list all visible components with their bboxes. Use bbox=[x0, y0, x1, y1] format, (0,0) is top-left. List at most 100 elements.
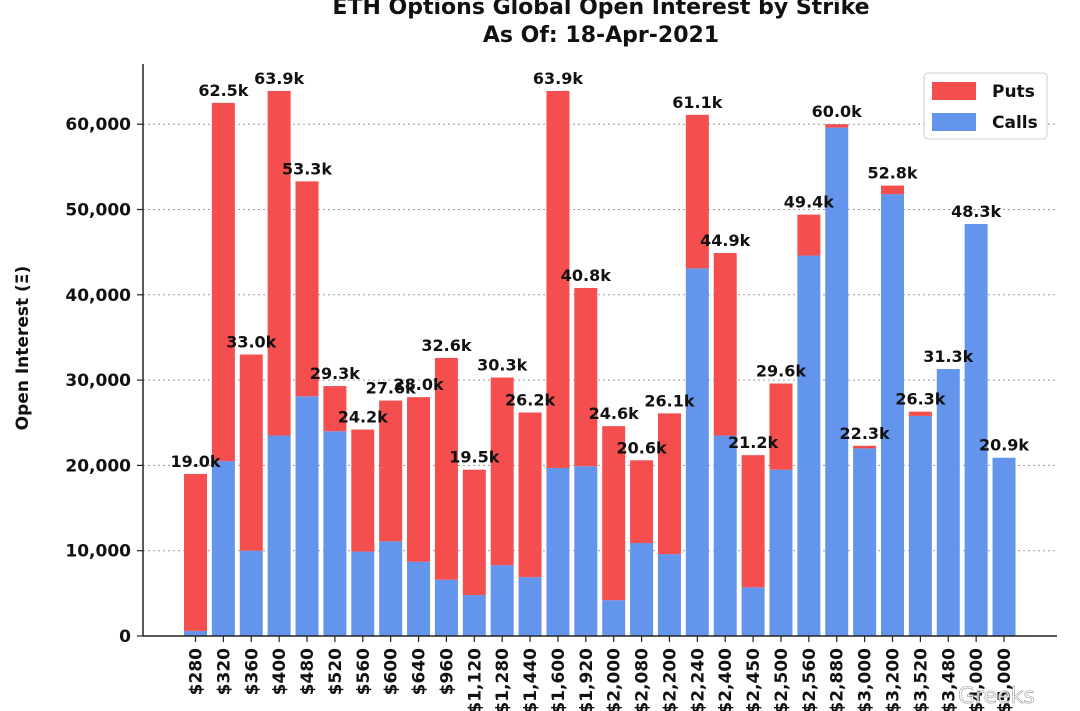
bar-puts bbox=[379, 400, 403, 542]
data-label: 60.0k bbox=[812, 102, 862, 121]
x-tick-label: $480 bbox=[298, 648, 318, 695]
bar-calls bbox=[769, 469, 793, 636]
x-tick-label: $640 bbox=[410, 648, 430, 695]
x-tick-label: $2,240 bbox=[688, 648, 708, 711]
bar-calls bbox=[602, 600, 626, 636]
x-tick-label: $520 bbox=[326, 648, 346, 695]
y-tick-label: 0 bbox=[119, 627, 131, 647]
chart-title: ETH Options Global Open Interest by Stri… bbox=[332, 0, 869, 20]
bar-calls bbox=[908, 415, 932, 636]
bar-puts bbox=[518, 412, 542, 578]
x-tick-label: $4,000 bbox=[967, 648, 987, 711]
data-label: 24.2k bbox=[338, 408, 388, 427]
watermark-text: Greeks bbox=[958, 684, 1035, 709]
bar-puts bbox=[769, 383, 793, 470]
data-label: 29.6k bbox=[756, 362, 806, 381]
data-label: 44.9k bbox=[700, 231, 750, 250]
data-label: 21.2k bbox=[728, 433, 778, 452]
bar-calls bbox=[881, 194, 904, 636]
bar-puts bbox=[574, 287, 598, 467]
x-tick-label: $360 bbox=[242, 648, 262, 695]
bar-puts bbox=[323, 386, 347, 432]
grid-layer bbox=[143, 123, 1057, 552]
bar-calls bbox=[574, 466, 598, 636]
bar-calls bbox=[964, 224, 988, 636]
bar-calls bbox=[239, 550, 263, 636]
bar-calls bbox=[936, 369, 960, 636]
data-label: 31.3k bbox=[923, 347, 973, 366]
bar-calls bbox=[853, 448, 877, 636]
x-tick-label: $2,200 bbox=[660, 648, 680, 711]
bar-puts bbox=[267, 90, 291, 436]
legend-label-puts: Puts bbox=[992, 82, 1035, 102]
x-tick-label: $560 bbox=[354, 648, 374, 695]
x-tick-label: $3,520 bbox=[911, 648, 931, 711]
bar-puts bbox=[184, 473, 207, 631]
bar-calls bbox=[267, 435, 291, 636]
bar-calls bbox=[657, 554, 681, 636]
y-axis-label: Open Interest (Ξ) bbox=[13, 266, 33, 431]
x-tick-label: $3,000 bbox=[856, 648, 876, 711]
x-tick-label: $600 bbox=[382, 648, 402, 695]
bar-puts bbox=[295, 181, 319, 397]
y-tick-layer: 0 10,000 20,000 30,000 40,000 50,000 60,000 bbox=[65, 115, 143, 647]
data-label: 33.0k bbox=[226, 333, 276, 352]
x-tick-label: $2,080 bbox=[633, 648, 653, 711]
bar-puts bbox=[825, 124, 849, 128]
data-label: 28.0k bbox=[393, 375, 443, 394]
bar-calls bbox=[546, 467, 570, 636]
bar-puts bbox=[713, 253, 737, 436]
x-tick-label: $2,450 bbox=[744, 648, 764, 711]
bar-puts bbox=[741, 455, 765, 588]
x-tick-label: $2,880 bbox=[828, 648, 848, 711]
bar-calls bbox=[323, 431, 347, 636]
bar-calls bbox=[184, 630, 207, 636]
y-tick-label: 40,000 bbox=[65, 286, 131, 306]
legend: Puts Calls bbox=[923, 72, 1048, 140]
bar-puts bbox=[211, 102, 235, 462]
data-label: 30.3k bbox=[477, 356, 527, 375]
data-label: 29.3k bbox=[310, 364, 360, 383]
bar-puts bbox=[908, 411, 932, 416]
data-label: 32.6k bbox=[421, 336, 471, 355]
bar-puts bbox=[490, 377, 514, 566]
y-tick-label: 10,000 bbox=[65, 542, 131, 562]
data-label: 52.8k bbox=[867, 164, 917, 183]
data-label: 63.9k bbox=[533, 69, 583, 88]
data-label: 19.0k bbox=[170, 452, 220, 471]
x-tick-label: $960 bbox=[437, 648, 457, 695]
bar-calls bbox=[685, 268, 709, 636]
data-label: 20.9k bbox=[979, 436, 1029, 455]
legend-swatch-calls bbox=[932, 113, 976, 131]
x-tick-label: $1,920 bbox=[577, 648, 597, 711]
y-tick-label: 50,000 bbox=[65, 201, 131, 221]
bar-puts bbox=[797, 214, 821, 256]
x-tick-label: $3,200 bbox=[884, 648, 904, 711]
bar-puts bbox=[630, 460, 654, 544]
data-label: 53.3k bbox=[282, 159, 332, 178]
bar-calls bbox=[407, 561, 431, 636]
bar-calls bbox=[518, 577, 542, 636]
x-tick-label: $1,440 bbox=[521, 648, 541, 711]
x-tick-label: $3,480 bbox=[939, 648, 959, 711]
legend-swatch-puts bbox=[932, 82, 976, 100]
bar-puts bbox=[351, 429, 375, 552]
bar-calls bbox=[992, 457, 1016, 636]
bar-calls bbox=[630, 543, 654, 636]
x-tick-label: $2,500 bbox=[772, 648, 792, 711]
y-tick-label: 60,000 bbox=[65, 115, 131, 135]
bar-calls bbox=[351, 551, 375, 636]
bar-calls bbox=[379, 541, 403, 636]
bar-puts bbox=[853, 445, 877, 449]
x-tick-label: $280 bbox=[187, 648, 207, 695]
bar-puts bbox=[434, 357, 458, 580]
bar-puts bbox=[462, 469, 486, 596]
x-tick-label: $1,600 bbox=[549, 648, 569, 711]
bar-puts bbox=[685, 114, 709, 269]
legend-label-calls: Calls bbox=[992, 113, 1038, 133]
data-label-layer: 19.0k 62.5k 33.0k 63.9k 53.3k 29.3k 24.2k 27.6k… bbox=[170, 69, 1029, 471]
bar-calls bbox=[462, 595, 486, 636]
bar-calls bbox=[295, 396, 319, 636]
bar-puts bbox=[881, 185, 904, 195]
bar-calls bbox=[490, 565, 514, 636]
